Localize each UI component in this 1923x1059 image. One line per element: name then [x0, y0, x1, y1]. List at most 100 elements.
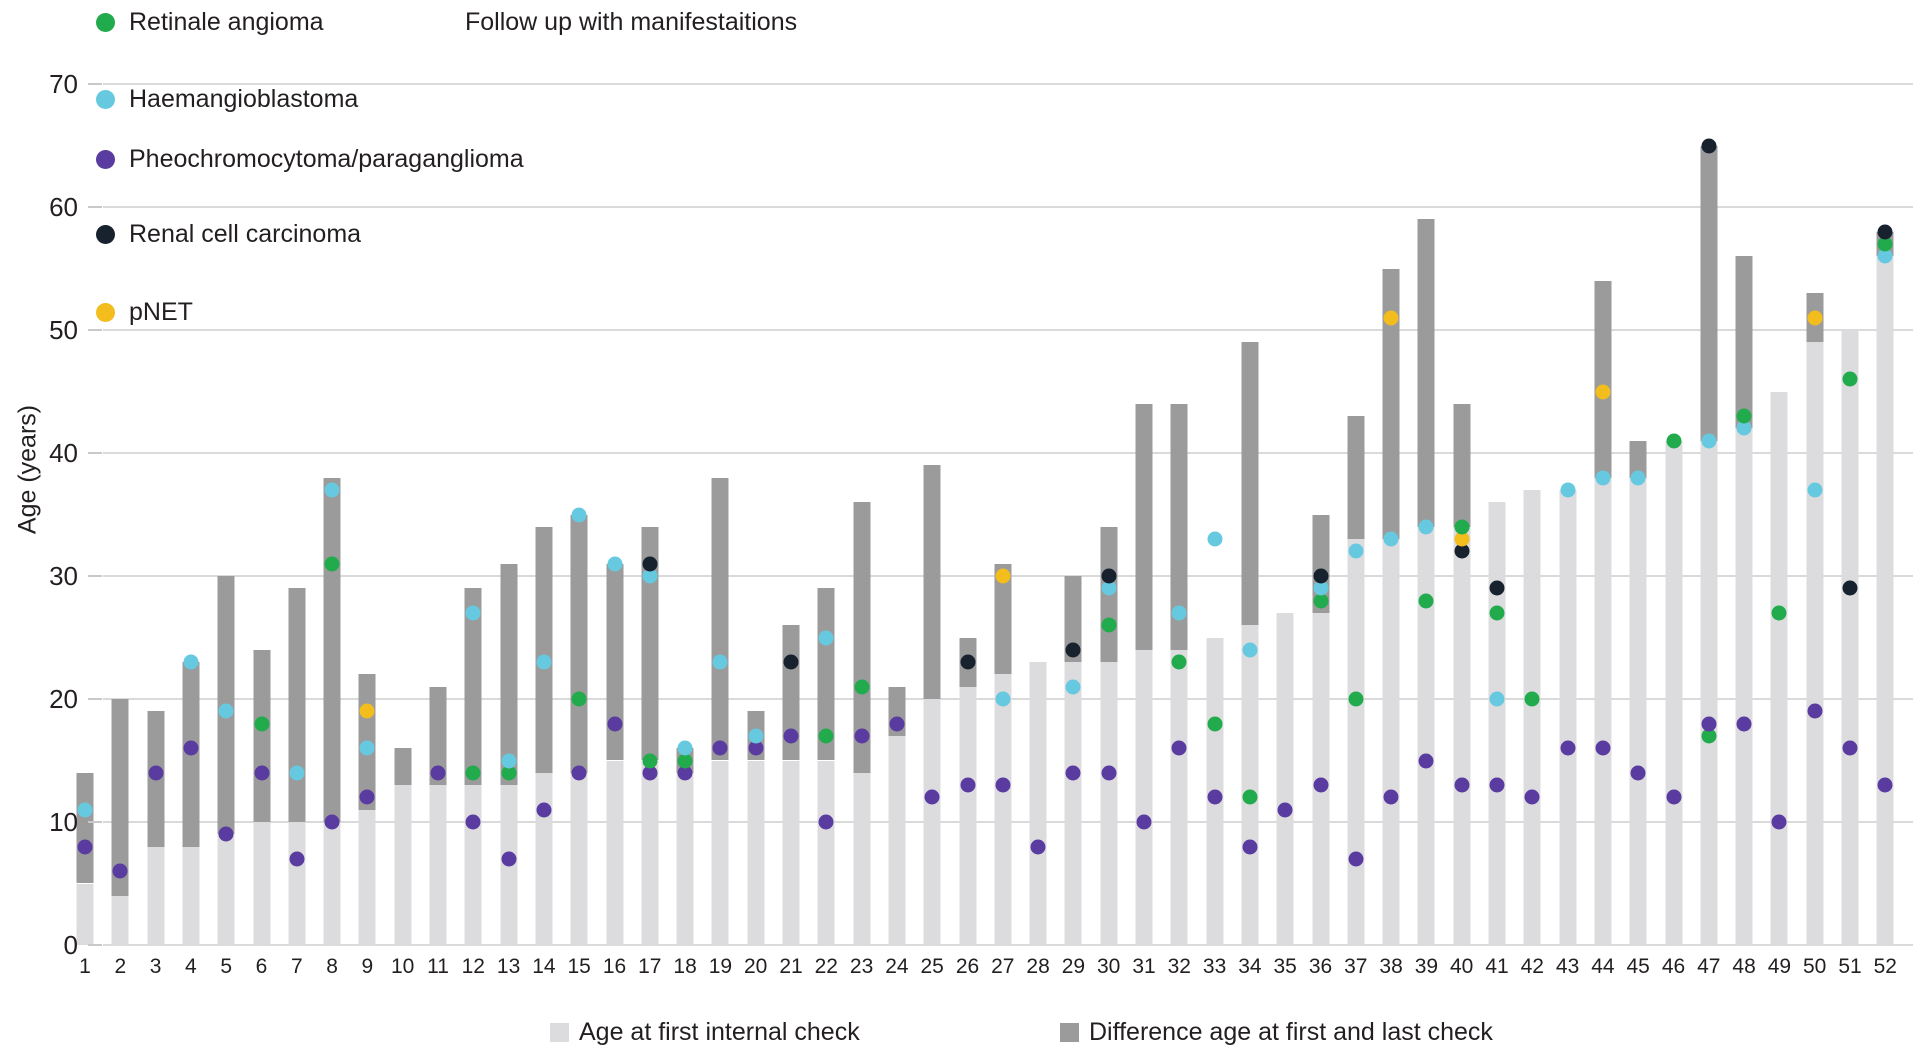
dot-hb-patient-27 [995, 691, 1011, 707]
dot-hb-patient-45 [1630, 470, 1646, 486]
dot-pheo-patient-24 [889, 716, 905, 732]
bar-first-check-14 [535, 772, 553, 945]
x-tick-label-14: 14 [532, 955, 556, 978]
bar-first-check-48 [1735, 428, 1753, 945]
dot-ra-patient-32 [1171, 654, 1187, 670]
dot-hb-patient-30 [1101, 580, 1117, 596]
bar-difference-40 [1453, 403, 1471, 527]
dot-pheo-patient-22 [818, 814, 834, 830]
x-tick-label-3: 3 [149, 955, 162, 978]
bar-first-check-38 [1382, 539, 1400, 945]
x-tick-label-15: 15 [567, 955, 591, 978]
dot-rcc-patient-40 [1454, 543, 1470, 559]
bar-first-check-24 [888, 735, 906, 945]
dot-pheo-patient-1 [77, 839, 93, 855]
dot-pheo-patient-20 [748, 740, 764, 756]
legend-label-ra: Retinale angioma [129, 8, 324, 36]
dot-hb-patient-48 [1736, 420, 1752, 436]
x-tick-label-20: 20 [744, 955, 768, 978]
bar-difference-12 [464, 588, 482, 786]
dot-ra-patient-48 [1736, 408, 1752, 424]
x-tick-label-28: 28 [1026, 955, 1050, 978]
dot-pheo-patient-40 [1454, 777, 1470, 793]
dot-rcc-patient-17 [642, 556, 658, 572]
dot-ra-patient-15 [571, 691, 587, 707]
dot-ra-patient-39 [1418, 593, 1434, 609]
bar-first-check-11 [429, 785, 447, 945]
dot-ra-patient-51 [1842, 371, 1858, 387]
gridline-0 [103, 944, 1913, 946]
bottom-legend-item-first: Age at first internal check [550, 1018, 860, 1047]
pnet-legend-dot-icon [96, 303, 115, 322]
dot-hb-patient-33 [1207, 531, 1223, 547]
bar-first-check-51 [1841, 330, 1859, 945]
dot-pheo-patient-25 [924, 789, 940, 805]
dot-pnet-patient-9 [359, 703, 375, 719]
y-tick-60 [88, 206, 102, 208]
x-tick-label-26: 26 [955, 955, 980, 978]
bar-first-check-29 [1064, 662, 1082, 945]
dot-pheo-patient-46 [1666, 789, 1681, 805]
bar-first-check-27 [994, 674, 1012, 945]
dot-pheo-patient-2 [112, 863, 128, 879]
dot-ra-patient-33 [1207, 716, 1223, 732]
x-tick-label-2: 2 [114, 955, 127, 978]
bar-first-check-28 [1029, 662, 1047, 945]
bar-difference-25 [923, 465, 941, 699]
dot-pheo-patient-41 [1489, 777, 1505, 793]
dot-pheo-patient-43 [1560, 740, 1576, 756]
dot-ra-patient-52 [1877, 236, 1893, 252]
x-tick-label-23: 23 [849, 955, 874, 978]
x-tick-label-46: 46 [1661, 955, 1686, 978]
x-tick-label-10: 10 [391, 955, 415, 978]
x-tick-label-22: 22 [814, 955, 838, 978]
bar-first-check-5 [217, 834, 235, 945]
dot-hb-patient-36 [1313, 580, 1328, 596]
dot-rcc-patient-21 [783, 654, 799, 670]
y-tick-10 [88, 821, 102, 823]
bar-first-check-12 [464, 785, 482, 945]
bar-first-check-15 [570, 772, 588, 945]
dot-pheo-patient-35 [1277, 802, 1293, 818]
dot-hb-patient-39 [1418, 519, 1434, 535]
legend-label-pnet: pNET [129, 298, 193, 326]
x-tick-label-40: 40 [1450, 955, 1474, 978]
x-tick-label-11: 11 [427, 955, 449, 978]
bar-first-check-30 [1100, 662, 1118, 945]
y-tick-0 [88, 944, 102, 946]
dot-pheo-patient-52 [1877, 777, 1893, 793]
x-tick-label-49: 49 [1767, 955, 1792, 978]
dot-rcc-patient-47 [1701, 138, 1717, 153]
dot-pheo-patient-14 [536, 802, 552, 818]
x-tick-label-18: 18 [673, 955, 697, 978]
bar-difference-19 [711, 477, 729, 761]
dot-pheo-patient-13 [501, 851, 517, 867]
rcc-legend-dot-icon [96, 225, 115, 244]
dot-ra-patient-41 [1489, 605, 1505, 621]
dot-hb-patient-19 [712, 654, 728, 670]
legend-label-pheo: Pheochromocytoma/paraganglioma [129, 145, 524, 173]
x-tick-label-24: 24 [885, 955, 909, 978]
bar-first-check-22 [817, 760, 835, 945]
y-axis-title: Age (years) [13, 404, 42, 535]
dot-ra-patient-40 [1454, 519, 1470, 535]
bar-difference-8 [323, 477, 341, 822]
dot-hb-patient-14 [536, 654, 552, 670]
bar-difference-16 [606, 563, 623, 761]
legend-item-hb: Haemangioblastoma [96, 85, 365, 114]
bar-first-check-49 [1770, 391, 1788, 945]
x-tick-label-1: 1 [79, 955, 91, 978]
bar-first-check-42 [1523, 489, 1541, 945]
x-tick-label-34: 34 [1238, 955, 1262, 978]
dot-hb-patient-17 [642, 568, 658, 584]
dot-pheo-patient-38 [1383, 789, 1399, 805]
bar-first-check-19 [711, 760, 729, 945]
bar-first-check-9 [358, 809, 376, 945]
hb-legend-dot-icon [96, 90, 115, 109]
bar-first-check-41 [1488, 502, 1506, 945]
bar-first-check-8 [323, 822, 341, 945]
bar-first-check-50 [1806, 342, 1824, 945]
x-tick-label-41: 41 [1485, 955, 1509, 978]
dot-hb-patient-37 [1348, 543, 1364, 559]
x-tick-label-13: 13 [496, 955, 521, 978]
